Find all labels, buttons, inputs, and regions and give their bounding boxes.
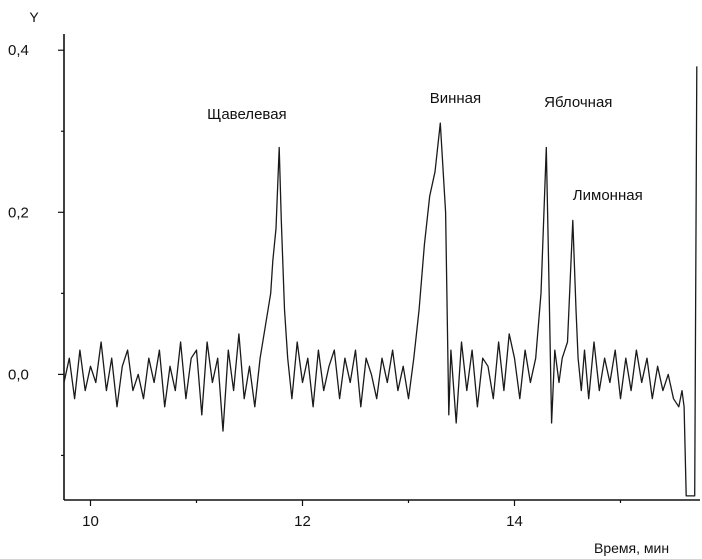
axis-ticks: 0,0 0,2 0,4 10 12 14 [8,42,622,530]
peak-label: Винная [430,90,481,107]
peak-labels: Щавелевая Винная Яблочная Лимонная [207,90,643,204]
x-tick-label: 12 [294,513,311,530]
peak-label: Яблочная [544,94,612,111]
x-tick-label: 10 [82,513,99,530]
x-axis-title: Время, мин [594,540,669,556]
peak-label: Лимонная [573,187,643,204]
x-tick-label: 14 [506,513,523,530]
chromatogram-trace [63,66,698,497]
y-tick-label: 0,0 [8,366,29,383]
y-axis-title: Y [29,9,39,25]
peak-label: Щавелевая [207,106,287,123]
y-tick-label: 0,2 [8,204,29,221]
y-tick-label: 0,4 [8,42,29,59]
